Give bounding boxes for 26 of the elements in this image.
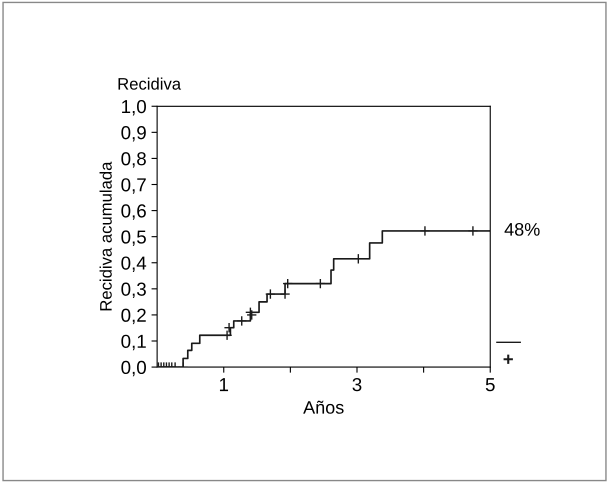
x-tick-label: 5 (486, 378, 495, 392)
x-tick-label: 3 (352, 378, 362, 392)
point (468, 226, 478, 236)
y-tick-label: 0,9 (121, 126, 146, 142)
point (315, 278, 326, 289)
chart-title: Recidiva (118, 78, 182, 90)
y-tick-label: 1,0 (122, 100, 146, 116)
x-tick-label: 1 (220, 378, 228, 392)
annotation: 48% (504, 222, 540, 236)
y-tick-label: 0,1 (121, 334, 146, 350)
point (236, 316, 248, 326)
y-tick-label: 0,8 (121, 152, 146, 168)
y-tick-label: 0,3 (121, 282, 146, 298)
y-tick-label: 0,6 (121, 204, 146, 220)
y-axis-title: Recidiva acumulada (100, 162, 112, 310)
point (265, 288, 276, 300)
y-tick-label: 0,4 (121, 256, 146, 272)
point (420, 226, 430, 236)
y-tick-label: 0,2 (121, 308, 146, 324)
point (280, 288, 290, 300)
x-axis-title: Años (303, 400, 344, 414)
point (246, 310, 258, 320)
y-tick-label: 0,7 (121, 178, 146, 194)
point (282, 278, 294, 289)
y-tick-label: 0,0 (121, 360, 146, 376)
y-tick-label: 0,5 (121, 230, 146, 246)
